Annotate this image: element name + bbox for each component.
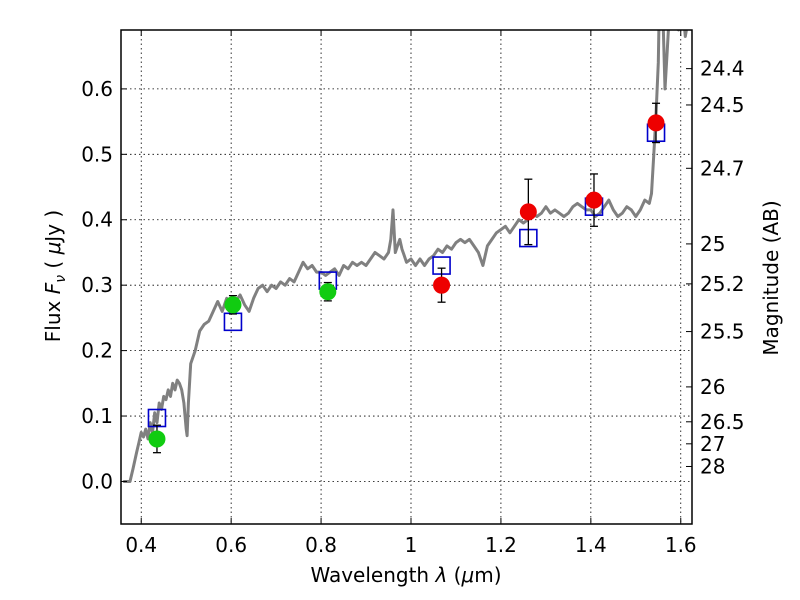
- right-tick-label: 25.5: [700, 320, 745, 344]
- y-tick-label: 0.6: [81, 77, 113, 101]
- observed-red-point: [433, 276, 451, 294]
- right-tick-label: 24.4: [700, 57, 745, 81]
- axes: 0.4 0.6 0.8 1 1.2 1.4 1.6 0.0 0.1 0.2 0.3 0.4 0.5 0.6…: [81, 30, 745, 557]
- right-axis-label: Magnitude (AB): [759, 200, 783, 355]
- y-tick-label: 0.3: [81, 273, 113, 297]
- x-tick-label: 1.6: [665, 533, 697, 557]
- right-tick-label: 25: [700, 232, 725, 256]
- y-tick-label: 0.2: [81, 339, 113, 363]
- model-flux-square: [223, 312, 243, 332]
- x-tick-label: 1.2: [485, 533, 517, 557]
- model-spectrum-line: [123, 30, 692, 483]
- x-axis-label: Wavelength λ (μm): [310, 563, 501, 587]
- right-tick-label: 24.7: [700, 156, 745, 180]
- grid: [121, 30, 692, 524]
- observed-red-point: [647, 114, 665, 132]
- observed-green-point: [319, 283, 337, 301]
- x-tick-label: 0.8: [305, 533, 337, 557]
- right-tick-label: 26: [700, 375, 725, 399]
- observed-red-point: [519, 203, 537, 221]
- observed-green-point: [224, 296, 242, 314]
- x-tick-label: 1.4: [575, 533, 607, 557]
- observed-green-point: [148, 430, 166, 448]
- y-axis-label: Flux Fν ( μJy ): [41, 210, 69, 342]
- x-tick-label: 1: [405, 533, 418, 557]
- x-tick-label: 0.4: [125, 533, 157, 557]
- data-markers: [147, 102, 666, 454]
- right-tick-label: 28: [700, 454, 725, 478]
- right-tick-label: 24.5: [700, 93, 745, 117]
- y-tick-label: 0.0: [81, 469, 113, 493]
- right-tick-label: 26.5: [700, 410, 745, 434]
- y-tick-label: 0.4: [81, 208, 113, 232]
- x-tick-label: 0.6: [215, 533, 247, 557]
- right-tick-label: 25.2: [700, 272, 745, 296]
- observed-red-point: [585, 191, 603, 209]
- right-tick-label: 27: [700, 432, 725, 456]
- plot-frame: [120, 29, 693, 525]
- y-tick-label: 0.5: [81, 142, 113, 166]
- y-tick-label: 0.1: [81, 404, 113, 428]
